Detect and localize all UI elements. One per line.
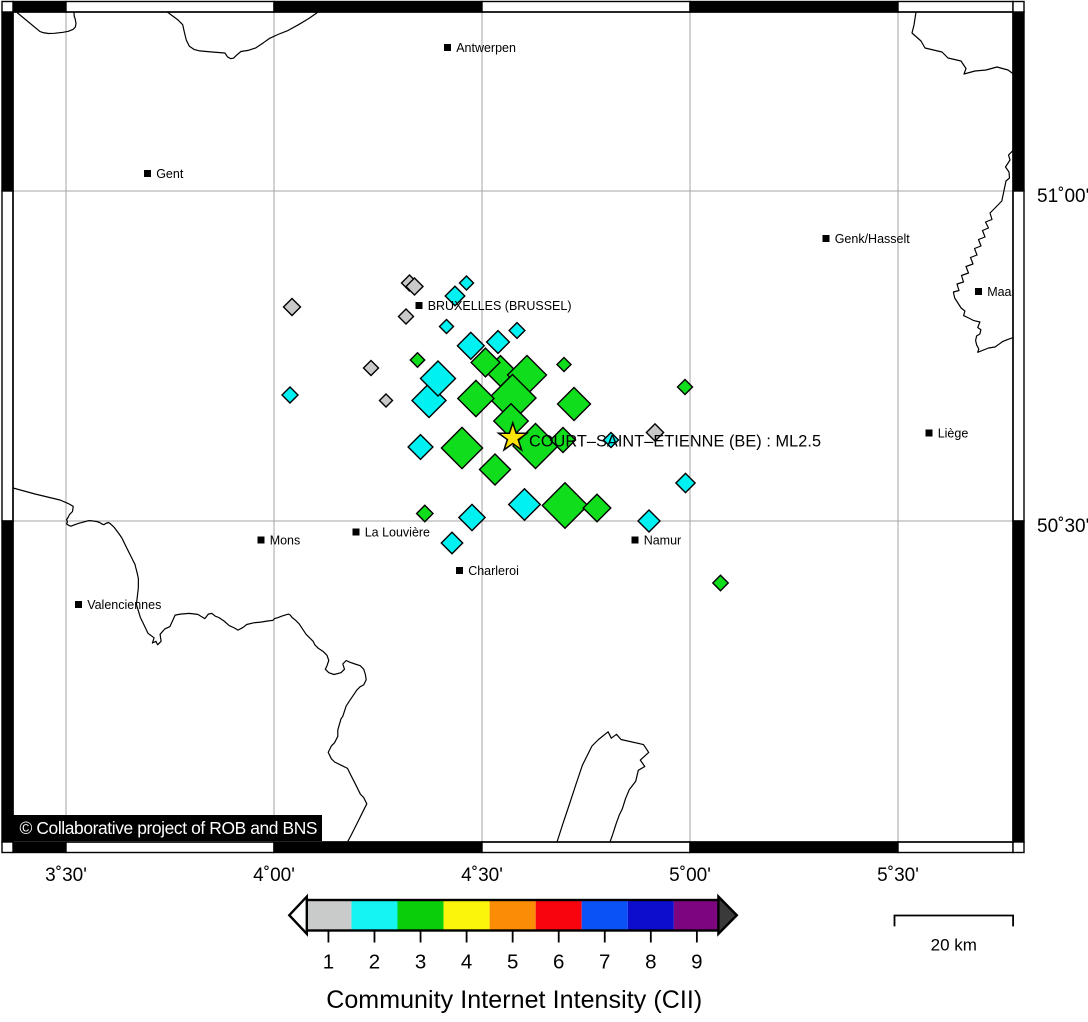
svg-text:3˚30': 3˚30' — [45, 865, 87, 886]
svg-text:Mons: Mons — [270, 533, 301, 547]
svg-text:Namur: Namur — [644, 533, 682, 547]
svg-text:4˚30': 4˚30' — [461, 865, 503, 886]
svg-text:Gent: Gent — [156, 167, 184, 181]
svg-text:5˚30': 5˚30' — [877, 865, 919, 886]
svg-text:Antwerpen: Antwerpen — [456, 41, 516, 55]
svg-text:La Louvière: La Louvière — [365, 525, 430, 539]
svg-text:1: 1 — [323, 951, 334, 974]
svg-text:4: 4 — [461, 951, 472, 974]
svg-text:COURT–SAINT–ETIENNE (BE) : ML2: COURT–SAINT–ETIENNE (BE) : ML2.5 — [529, 433, 821, 451]
svg-text:3: 3 — [415, 951, 426, 974]
svg-text:4˚00': 4˚00' — [253, 865, 295, 886]
svg-text:5: 5 — [507, 951, 518, 974]
svg-text:50˚30': 50˚30' — [1037, 516, 1088, 537]
svg-text:51˚00': 51˚00' — [1037, 186, 1088, 207]
svg-text:6: 6 — [553, 951, 564, 974]
svg-text:20 km: 20 km — [931, 936, 977, 955]
svg-text:Community Internet Intensity (: Community Internet Intensity (CII) — [326, 986, 702, 1014]
svg-text:Genk/Hasselt: Genk/Hasselt — [835, 232, 911, 246]
svg-text:BRUXELLES (BRUSSEL): BRUXELLES (BRUSSEL) — [428, 299, 572, 313]
svg-text:2: 2 — [369, 951, 380, 974]
svg-text:Liège: Liège — [938, 426, 969, 440]
svg-text:© Collaborative project of ROB: © Collaborative project of ROB and BNS — [20, 818, 318, 838]
svg-text:9: 9 — [691, 951, 702, 974]
svg-text:8: 8 — [645, 951, 656, 974]
svg-text:Maastricht: Maastricht — [987, 285, 1045, 299]
svg-text:5˚00': 5˚00' — [669, 865, 711, 886]
svg-text:7: 7 — [599, 951, 610, 974]
svg-text:Valenciennes: Valenciennes — [87, 598, 161, 612]
svg-text:Charleroi: Charleroi — [468, 564, 519, 578]
